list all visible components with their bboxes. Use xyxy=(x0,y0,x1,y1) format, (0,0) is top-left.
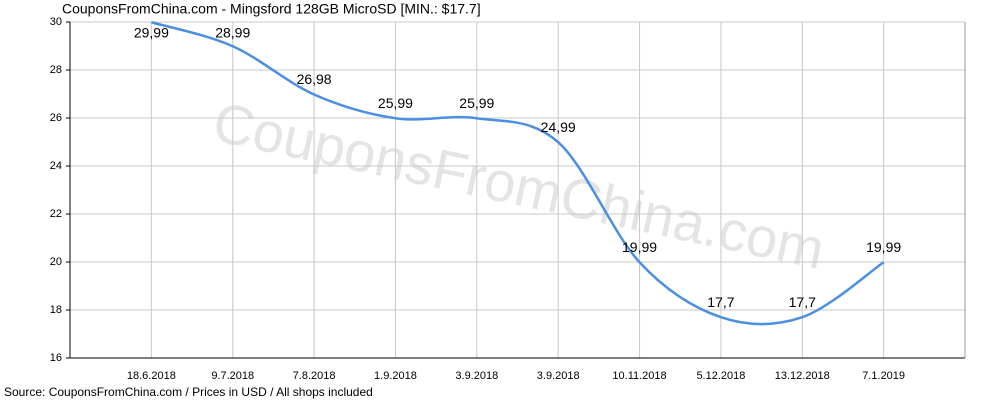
data-label: 28,99 xyxy=(215,25,250,41)
x-tick-label: 3.9.2018 xyxy=(455,370,498,382)
x-tick-label: 9.7.2018 xyxy=(211,370,254,382)
source-note: Source: CouponsFromChina.com / Prices in… xyxy=(4,385,373,399)
y-tick-label: 18 xyxy=(50,304,62,316)
y-tick-label: 20 xyxy=(50,256,62,268)
x-tick-label: 10.11.2018 xyxy=(612,370,666,382)
x-tick-label: 1.9.2018 xyxy=(374,370,417,382)
x-tick-label: 3.9.2018 xyxy=(537,370,580,382)
y-tick-label: 22 xyxy=(50,208,62,220)
y-tick-label: 28 xyxy=(50,64,62,76)
x-tick-label: 5.12.2018 xyxy=(696,370,745,382)
data-label: 26,98 xyxy=(297,71,332,87)
data-label: 17,7 xyxy=(707,294,734,310)
data-label: 17,7 xyxy=(789,294,816,310)
x-tick-label: 13.12.2018 xyxy=(775,370,830,382)
x-tick-label: 7.8.2018 xyxy=(293,370,336,382)
y-tick-label: 24 xyxy=(50,160,62,172)
data-label: 25,99 xyxy=(378,95,413,111)
x-tick-label: 7.1.2019 xyxy=(862,370,905,382)
chart-title: CouponsFromChina.com - Mingsford 128GB M… xyxy=(62,1,481,17)
x-tick-label: 18.6.2018 xyxy=(127,370,176,382)
y-tick-label: 26 xyxy=(50,112,62,124)
data-label: 19,99 xyxy=(622,239,657,255)
data-label: 24,99 xyxy=(541,119,576,135)
y-tick-label: 16 xyxy=(50,352,62,364)
data-label: 29,99 xyxy=(134,25,169,41)
line xyxy=(151,21,885,326)
data-label: 19,99 xyxy=(866,239,901,255)
y-tick-label: 30 xyxy=(50,16,62,28)
data-label: 25,99 xyxy=(459,95,494,111)
